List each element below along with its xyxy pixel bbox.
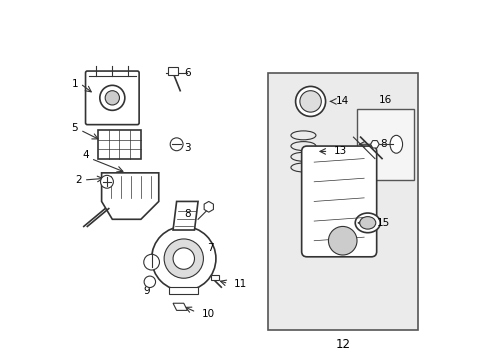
Circle shape: [328, 226, 356, 255]
Bar: [267, 73, 417, 330]
Circle shape: [151, 226, 216, 291]
Circle shape: [105, 91, 119, 105]
FancyBboxPatch shape: [301, 146, 376, 257]
Text: 13: 13: [333, 147, 346, 157]
Circle shape: [299, 91, 321, 112]
Polygon shape: [173, 202, 198, 230]
Text: 6: 6: [183, 68, 190, 78]
Circle shape: [101, 175, 113, 188]
Circle shape: [173, 248, 194, 269]
Polygon shape: [102, 173, 159, 219]
Bar: [356, 109, 413, 180]
Ellipse shape: [359, 217, 375, 229]
Text: 8: 8: [184, 209, 190, 219]
Circle shape: [295, 86, 325, 116]
FancyBboxPatch shape: [85, 71, 139, 125]
Ellipse shape: [354, 213, 380, 233]
Text: 2: 2: [75, 175, 81, 185]
Text: 8: 8: [380, 139, 386, 149]
Circle shape: [164, 239, 203, 278]
Circle shape: [170, 138, 183, 151]
Text: 3: 3: [183, 143, 190, 153]
Text: 11: 11: [233, 279, 246, 289]
Text: 10: 10: [201, 309, 214, 319]
Bar: [98, 130, 141, 158]
Text: 12: 12: [335, 338, 349, 351]
Text: 16: 16: [378, 95, 391, 105]
Bar: [210, 275, 219, 280]
Text: 5: 5: [71, 123, 78, 133]
Circle shape: [143, 254, 159, 270]
Polygon shape: [173, 303, 187, 310]
Circle shape: [144, 276, 155, 288]
Ellipse shape: [389, 135, 402, 153]
Text: 14: 14: [335, 96, 348, 107]
Text: 7: 7: [206, 243, 213, 253]
FancyBboxPatch shape: [167, 67, 178, 75]
Circle shape: [100, 85, 124, 111]
Text: 15: 15: [376, 218, 389, 228]
Bar: [169, 287, 198, 294]
Text: 9: 9: [142, 286, 149, 296]
Text: 4: 4: [82, 150, 89, 160]
Text: 1: 1: [71, 78, 78, 89]
